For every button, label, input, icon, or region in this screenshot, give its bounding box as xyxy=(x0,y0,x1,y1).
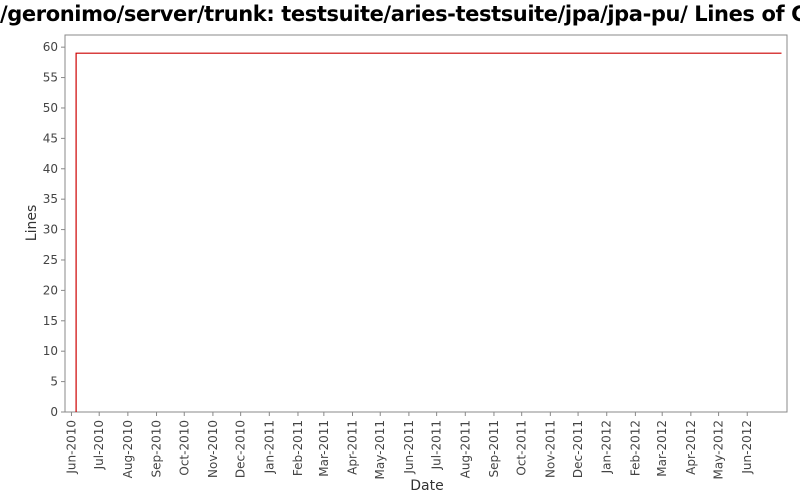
x-tick-label: May-2012 xyxy=(712,420,726,479)
y-tick-label: 35 xyxy=(43,192,58,206)
y-axis: 0 5 10 15 20 25 30 35 40 45 50 55 60 xyxy=(43,40,65,419)
y-tick-label: 5 xyxy=(50,375,58,389)
x-tick-label: Jun-2010 xyxy=(64,420,78,475)
x-tick-label: Sep-2011 xyxy=(487,420,501,478)
series-layer xyxy=(75,52,782,412)
x-tick-label: Nov-2011 xyxy=(543,420,557,478)
x-tick-label: Jun-2011 xyxy=(402,420,416,475)
y-tick-label: 40 xyxy=(43,162,58,176)
x-tick-label: Oct-2010 xyxy=(177,420,191,476)
x-tick-label: Dec-2011 xyxy=(571,420,585,478)
x-tick-label: Jul-2011 xyxy=(430,420,444,470)
y-tick-label: 50 xyxy=(43,101,58,115)
x-tick-label: Oct-2011 xyxy=(515,420,529,476)
series-line xyxy=(75,52,782,412)
x-tick-label: Jan-2011 xyxy=(262,420,276,474)
x-tick-label: Sep-2010 xyxy=(150,420,164,478)
x-tick-label: Jun-2012 xyxy=(740,420,754,475)
x-tick-label: Apr-2012 xyxy=(684,420,698,475)
x-tick-label: Jan-2012 xyxy=(600,420,614,474)
x-axis: Jun-2010 Jul-2010 Aug-2010 Sep-2010 Oct-2010… xyxy=(64,412,754,479)
x-tick-label: Feb-2012 xyxy=(628,420,642,476)
y-tick-label: 15 xyxy=(43,314,58,328)
y-tick-label: 30 xyxy=(43,223,58,237)
chart-title: /geronimo/server/trunk: testsuite/aries-… xyxy=(0,2,800,26)
x-tick-label: Aug-2011 xyxy=(458,420,472,478)
x-tick-label: Mar-2012 xyxy=(655,420,669,477)
y-tick-label: 55 xyxy=(43,71,58,85)
x-tick-label: Mar-2011 xyxy=(317,420,331,477)
y-tick-label: 45 xyxy=(43,131,58,145)
x-tick-label: Feb-2011 xyxy=(291,420,305,476)
x-tick-label: Apr-2011 xyxy=(346,420,360,475)
x-tick-label: Aug-2010 xyxy=(121,420,135,478)
y-tick-label: 25 xyxy=(43,253,58,267)
plot-area xyxy=(64,34,788,413)
x-axis-title: Date xyxy=(410,478,443,494)
y-tick-label: 10 xyxy=(43,344,58,358)
y-tick-label: 0 xyxy=(50,405,58,419)
y-tick-label: 20 xyxy=(43,283,58,297)
x-tick-label: Dec-2010 xyxy=(234,420,248,478)
y-axis-title: Lines xyxy=(24,205,40,241)
x-tick-label: Nov-2010 xyxy=(206,420,220,478)
x-tick-label: Jul-2010 xyxy=(92,420,106,470)
y-tick-label: 60 xyxy=(43,40,58,54)
x-tick-label: May-2011 xyxy=(373,420,387,479)
